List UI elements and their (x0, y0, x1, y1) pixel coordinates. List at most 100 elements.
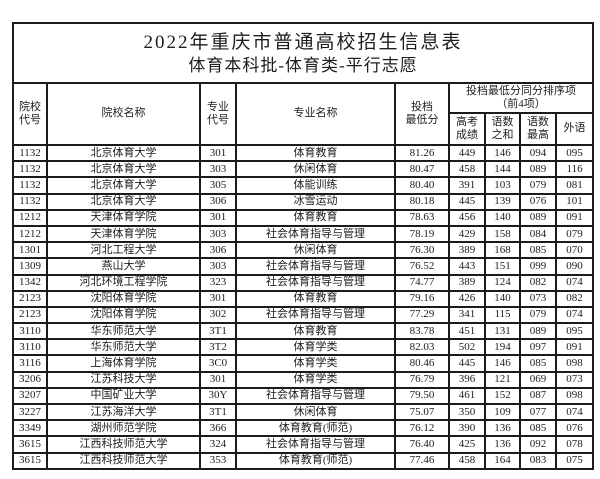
cell-school-code: 2123 (12, 289, 48, 308)
cell-gaokao-score: 456 (448, 208, 486, 227)
table-row: 1342 河北环境工程学院 323 社会体育指导与管理 74.77 389 124 082 07… (12, 273, 595, 292)
cell-foreign-lang: 074 (554, 273, 595, 292)
cell-major-name: 休闲体育 (235, 241, 396, 260)
header-major-name: 专业名称 (235, 82, 396, 146)
cell-chinese-math-sum: 121 (484, 370, 521, 389)
header-cm-sum-line1: 语数 (491, 115, 514, 128)
cell-min-score: 75.07 (394, 402, 450, 422)
cell-foreign-lang: 082 (554, 289, 595, 308)
cell-major-code: 305 (199, 176, 237, 195)
cell-chinese-math-sum: 124 (484, 273, 521, 292)
cell-school-name: 上海体育学院 (46, 354, 201, 373)
cell-major-code: 3T2 (199, 338, 237, 357)
cell-school-name: 湖州师范学院 (46, 419, 201, 438)
header-school-code: 院校 代号 (12, 82, 48, 146)
cell-school-code: 3110 (12, 322, 48, 341)
cell-gaokao-score: 458 (448, 451, 486, 470)
cell-school-code: 3615 (12, 435, 48, 454)
cell-min-score: 76.12 (394, 419, 450, 438)
cell-chinese-math-max: 089 (519, 160, 557, 179)
cell-chinese-math-sum: 152 (484, 386, 521, 406)
cell-major-code: 301 (199, 370, 237, 389)
cell-school-name: 中国矿业大学 (46, 386, 201, 406)
cell-chinese-math-sum: 103 (484, 176, 521, 195)
cell-foreign-lang: 075 (554, 451, 595, 470)
cell-min-score: 80.47 (394, 160, 450, 179)
document-title: 2022年重庆市普通高校招生信息表 体育本科批-体育类-平行志愿 (11, 22, 595, 84)
cell-min-score: 78.63 (394, 208, 450, 227)
cell-school-name: 华东师范大学 (46, 322, 201, 341)
header-school-code-line1: 院校 (19, 100, 41, 113)
header-min-score-line1: 投档 (411, 100, 433, 113)
cell-school-code: 1132 (12, 160, 48, 179)
cell-foreign-lang: 073 (554, 370, 595, 389)
cell-min-score: 77.29 (394, 305, 450, 325)
cell-foreign-lang: 079 (554, 224, 595, 244)
cell-major-code: 301 (199, 143, 237, 163)
table-row: 3615 江西科技师范大学 324 社会体育指导与管理 76.40 425 136 092 07… (12, 435, 595, 454)
cell-school-code: 2123 (12, 305, 48, 325)
cell-school-name: 江苏海洋大学 (46, 402, 201, 422)
table-row: 2123 沈阳体育学院 302 社会体育指导与管理 77.29 341 115 079 074 (12, 305, 595, 325)
cell-foreign-lang: 076 (554, 419, 595, 438)
cell-school-name: 江苏科技大学 (46, 370, 201, 389)
cell-foreign-lang: 116 (554, 160, 595, 179)
cell-chinese-math-max: 089 (519, 322, 557, 341)
cell-major-code: 303 (199, 257, 237, 276)
cell-gaokao-score: 389 (448, 273, 486, 292)
header-major-code-line2: 代号 (207, 114, 229, 126)
title-row: 2022年重庆市普通高校招生信息表 体育本科批-体育类-平行志愿 (11, 22, 595, 84)
cell-chinese-math-max: 094 (519, 143, 557, 163)
cell-chinese-math-sum: 194 (484, 338, 521, 357)
cell-major-name: 休闲体育 (235, 402, 396, 422)
cell-school-code: 1212 (12, 208, 48, 227)
cell-chinese-math-sum: 140 (484, 289, 521, 308)
cell-chinese-math-sum: 136 (484, 435, 521, 454)
cell-school-code: 3206 (12, 370, 48, 389)
cell-school-name: 天津体育学院 (46, 224, 201, 244)
header-gaokao-score: 高考 成绩 (448, 112, 486, 146)
cell-chinese-math-max: 079 (519, 176, 557, 195)
cell-chinese-math-max: 085 (519, 241, 557, 260)
cell-gaokao-score: 445 (448, 192, 486, 211)
cell-chinese-math-sum: 151 (484, 257, 521, 276)
header-major-code-line1: 专业 (207, 100, 229, 113)
cell-chinese-math-sum: 115 (484, 305, 521, 325)
cell-major-name: 体育学类 (235, 370, 396, 389)
cell-school-name: 华东师范大学 (46, 338, 201, 357)
header-tiebreak-line2: （前4项） (496, 98, 546, 110)
cell-school-name: 江西科技师范大学 (46, 451, 201, 470)
cell-major-code: 303 (199, 160, 237, 179)
cell-major-name: 体育学类 (235, 338, 396, 357)
cell-gaokao-score: 425 (448, 435, 486, 454)
cell-major-code: 30Y (199, 386, 237, 406)
cell-school-code: 3116 (12, 354, 48, 373)
cell-school-code: 1309 (12, 257, 48, 276)
header-row-sub: 高考 成绩 语数 之和 语数 最高 外语 (13, 112, 595, 146)
table-row: 3349 湖州师范学院 366 体育教育(师范) 76.12 390 136 085 076 (12, 419, 595, 438)
title-line-1: 2022年重庆市普通高校招生信息表 (143, 31, 463, 53)
cell-foreign-lang: 091 (554, 208, 595, 227)
cell-major-code: 306 (199, 241, 237, 260)
header-cm-max-line2: 最高 (527, 129, 549, 141)
cell-chinese-math-max: 082 (519, 273, 557, 292)
table-row: 1132 北京体育大学 303 休闲体育 80.47 458 144 089 116 (12, 160, 595, 179)
cell-chinese-math-sum: 136 (484, 419, 521, 438)
cell-chinese-math-max: 097 (519, 338, 557, 357)
table-row: 3116 上海体育学院 3C0 体育学类 80.46 445 146 085 098 (12, 354, 595, 373)
cell-school-name: 北京体育大学 (46, 192, 201, 211)
cell-chinese-math-max: 099 (519, 257, 557, 276)
cell-major-name: 体能训练 (235, 176, 396, 195)
cell-chinese-math-sum: 146 (484, 354, 521, 373)
cell-min-score: 80.18 (394, 192, 450, 211)
cell-gaokao-score: 449 (448, 143, 486, 163)
header-tiebreak-line1: 投档最低分同分排序项 (466, 84, 577, 97)
header-school-code-line2: 代号 (19, 114, 41, 126)
cell-chinese-math-sum: 131 (484, 322, 521, 341)
cell-school-code: 1132 (12, 176, 48, 195)
table-body: 1132 北京体育大学 301 体育教育 81.26 449 146 094 095 1132 北京… (12, 143, 595, 470)
header-gaokao-line1: 高考 (456, 115, 478, 128)
cell-major-code: 353 (199, 451, 237, 470)
cell-chinese-math-max: 083 (519, 451, 557, 470)
cell-chinese-math-max: 084 (519, 224, 557, 244)
